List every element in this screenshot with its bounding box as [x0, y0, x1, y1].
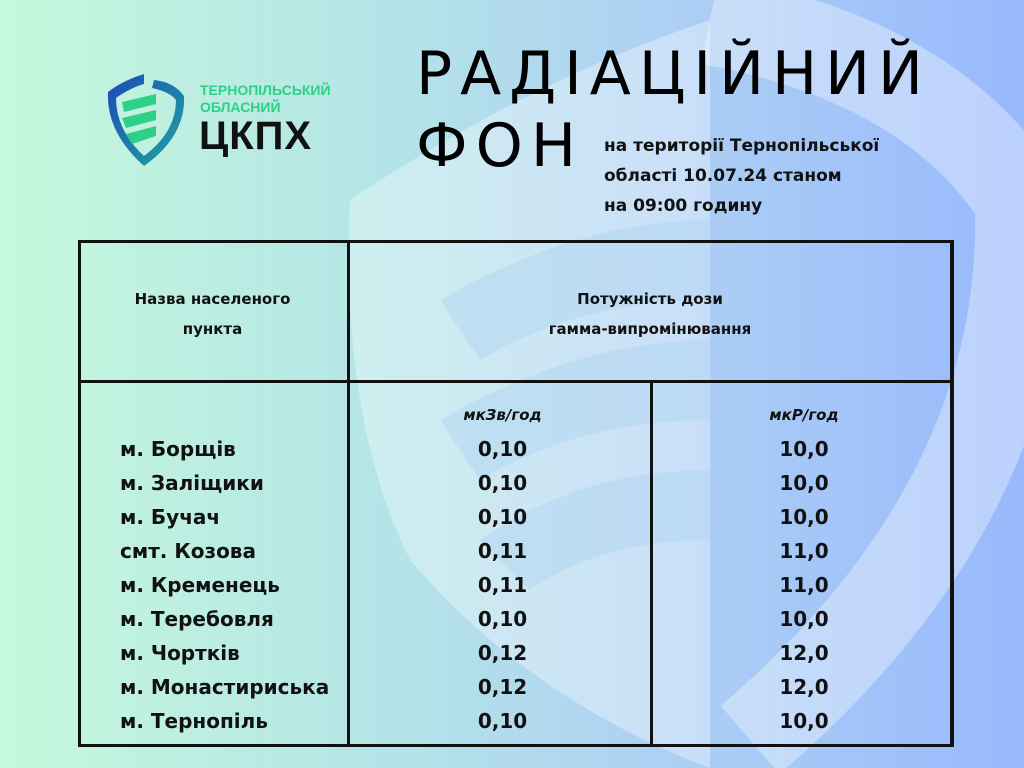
- table-row: м. Монастириська 0,12 12,0: [0, 672, 1024, 702]
- divider: [78, 380, 950, 383]
- dose-ur: 12,0: [779, 675, 829, 699]
- dose-ur: 10,0: [779, 709, 829, 733]
- page-title-line1: РАДІАЦІЙНИЙ: [416, 39, 931, 109]
- dose-ur: 11,0: [779, 539, 829, 563]
- unit-ur: мкР/год: [769, 406, 839, 424]
- dose-usv: 0,11: [477, 573, 528, 597]
- unit-usv: мкЗв/год: [463, 406, 542, 424]
- table-row: м. Кременець 0,11 11,0: [0, 570, 1024, 600]
- table-row: м. Заліщики 0,10 10,0: [0, 468, 1024, 498]
- divider: [347, 243, 350, 746]
- header-name-line2: пункта: [182, 320, 243, 338]
- table-row: м. Тернопіль 0,10 10,0: [0, 706, 1024, 736]
- settlement-name: м. Монастириська: [120, 675, 330, 699]
- logo-text-line2: ОБЛАСНИЙ: [200, 99, 281, 115]
- dose-usv: 0,12: [477, 641, 528, 665]
- settlement-name: смт. Козова: [120, 539, 256, 563]
- dose-usv: 0,11: [477, 539, 528, 563]
- dose-usv: 0,10: [477, 437, 528, 461]
- logo-text-line1: ТЕРНОПІЛЬСЬКИЙ: [200, 82, 331, 98]
- table-row: м. Борщів 0,10 10,0: [0, 434, 1024, 464]
- dose-ur: 10,0: [779, 505, 829, 529]
- table-row: м. Бучач 0,10 10,0: [0, 502, 1024, 532]
- dose-ur: 12,0: [779, 641, 829, 665]
- settlement-name: м. Чортків: [120, 641, 240, 665]
- header-dose-line1: Потужність дози: [577, 290, 723, 308]
- radiation-table: [78, 240, 954, 747]
- header-name: Назва населеного пункта: [90, 284, 335, 344]
- table-row: смт. Козова 0,11 11,0: [0, 536, 1024, 566]
- settlement-name: м. Теребовля: [120, 607, 274, 631]
- dose-usv: 0,10: [477, 607, 528, 631]
- settlement-name: м. Бучач: [120, 505, 221, 529]
- dose-ur: 10,0: [779, 437, 829, 461]
- dose-usv: 0,12: [477, 675, 528, 699]
- dose-ur: 11,0: [779, 573, 829, 597]
- subtitle-line2: області 10.07.24 станом: [604, 166, 842, 186]
- dose-ur: 10,0: [779, 471, 829, 495]
- settlement-name: м. Борщів: [120, 437, 236, 461]
- header-dose-line2: гамма-випромінювання: [548, 320, 752, 338]
- settlement-name: м. Кременець: [120, 573, 280, 597]
- table-row: м. Чортків 0,12 12,0: [0, 638, 1024, 668]
- shield-logo-icon: [107, 74, 185, 166]
- shield-watermark-icon: [348, 0, 1024, 768]
- dose-ur: 10,0: [779, 607, 829, 631]
- header-name-line1: Назва населеного: [134, 290, 291, 308]
- settlement-name: м. Заліщики: [120, 471, 264, 495]
- settlement-name: м. Тернопіль: [120, 709, 268, 733]
- subtitle-line1: на території Тернопільської: [604, 136, 880, 156]
- dose-usv: 0,10: [477, 505, 528, 529]
- table-row: м. Теребовля 0,10 10,0: [0, 604, 1024, 634]
- logo-brand: ЦКПХ: [199, 114, 313, 158]
- dose-usv: 0,10: [477, 471, 528, 495]
- dose-usv: 0,10: [477, 709, 528, 733]
- header-dose: Потужність дози гамма-випромінювання: [350, 284, 950, 344]
- page-title-line2: ФОН: [416, 111, 584, 181]
- divider: [650, 381, 653, 746]
- subtitle-line3: на 09:00 годину: [604, 196, 763, 216]
